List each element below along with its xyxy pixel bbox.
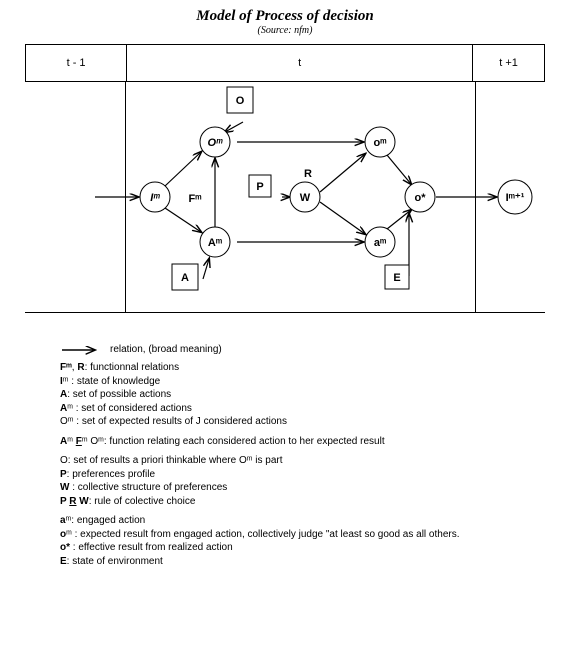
- legend-block: relation, (broad meaning) Fᵐ, R: functio…: [0, 313, 570, 568]
- legend-item: A: set of possible actions: [60, 388, 550, 402]
- relation-arrow: [387, 210, 411, 229]
- node-label-Ebox: E: [393, 272, 400, 284]
- relation-arrow: [387, 155, 411, 184]
- free-label-Fm: Fᵐ: [189, 193, 202, 205]
- node-label-I: Iᵐ: [150, 192, 160, 204]
- node-label-am: aᵐ: [374, 237, 386, 249]
- node-label-Abox: A: [181, 272, 189, 284]
- timeline-cell-next: t +1: [473, 45, 545, 82]
- relation-arrow: [203, 259, 209, 279]
- node-label-Obox: O: [236, 95, 245, 107]
- page-subtitle: (Source: nfm): [0, 25, 570, 36]
- arrow-icon: [60, 343, 100, 357]
- node-label-om: oᵐ: [374, 137, 387, 149]
- node-label-Am: Aᵐ: [208, 237, 222, 249]
- legend-arrow-row: relation, (broad meaning): [60, 343, 550, 357]
- legend-item: Aᵐ Fᵐ Oᵐ: function relating each conside…: [60, 435, 550, 449]
- relation-arrow: [225, 122, 243, 132]
- node-label-I2: Iᵐ⁺¹: [506, 192, 525, 204]
- legend-item: Oᵐ : set of expected results of J consid…: [60, 415, 550, 429]
- legend-item: aᵐ: engaged action: [60, 514, 550, 528]
- node-label-Pbox: P: [256, 181, 263, 193]
- column-divider-right: [475, 82, 476, 312]
- free-label-R: R: [304, 168, 312, 180]
- page-title: Model of Process of decision: [0, 0, 570, 25]
- legend-item: O: set of results a priori thinkable whe…: [60, 454, 550, 468]
- column-divider-left: [125, 82, 126, 312]
- legend-item: oᵐ : expected result from engaged action…: [60, 528, 550, 542]
- node-label-W: W: [300, 192, 311, 204]
- legend-item: E: state of environment: [60, 555, 550, 569]
- node-label-Om: Oᵐ: [207, 137, 223, 149]
- process-diagram: Iᵐ Oᵐ Aᵐ Woᵐ aᵐ o* Iᵐ⁺¹ O A P E Fᵐ R: [25, 82, 545, 312]
- diagram-area: Iᵐ Oᵐ Aᵐ Woᵐ aᵐ o* Iᵐ⁺¹ O A P E Fᵐ R: [25, 82, 545, 312]
- legend-item: Iᵐ : state of knowledge: [60, 375, 550, 389]
- relation-arrow: [165, 152, 201, 186]
- legend-item: o* : effective result from realized acti…: [60, 541, 550, 555]
- relation-arrow: [165, 208, 201, 232]
- timeline-header: t - 1 t t +1: [25, 44, 545, 82]
- timeline-cell-prev: t - 1: [26, 45, 127, 82]
- legend-item: Aᵐ : set of considered actions: [60, 402, 550, 416]
- legend-item: W : collective structure of preferences: [60, 481, 550, 495]
- legend-arrow-text: relation, (broad meaning): [110, 343, 222, 357]
- legend-item: P R W: rule of colective choice: [60, 495, 550, 509]
- relation-arrow: [320, 154, 365, 192]
- legend-item: P: preferences profile: [60, 468, 550, 482]
- legend-item: Fᵐ, R: functionnal relations: [60, 361, 550, 375]
- node-label-ostar: o*: [415, 192, 427, 204]
- timeline-cell-current: t: [127, 45, 473, 82]
- relation-arrow: [320, 202, 365, 234]
